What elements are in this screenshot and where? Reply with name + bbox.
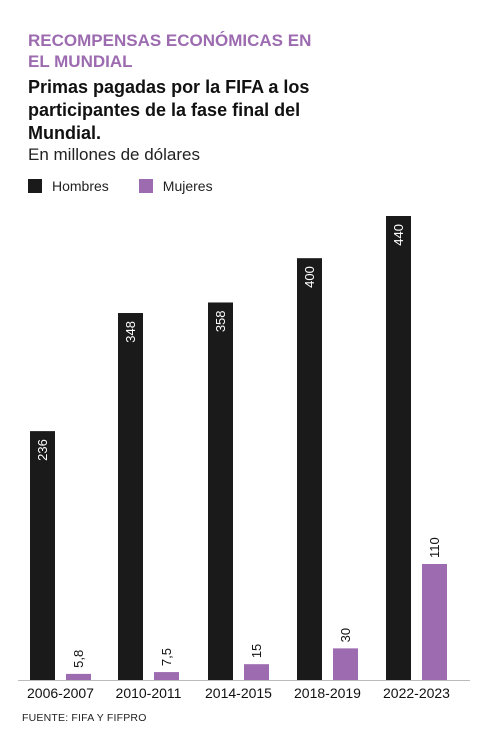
chart-legend: Hombres Mujeres — [28, 178, 243, 194]
data-label-women-2022-2023: 110 — [427, 537, 442, 558]
chart-kicker: RECOMPENSAS ECONÓMICAS EN EL MUNDIAL — [28, 31, 312, 71]
chart-subtitle: En millones de dólares — [28, 145, 200, 164]
x-tick-label-2014-2015: 2014-2015 — [205, 685, 272, 701]
source-note: FUENTE: FIFA Y FIFPRO — [22, 712, 147, 724]
data-label-women-2018-2019: 30 — [338, 628, 353, 642]
data-label-men-2010-2011: 348 — [123, 321, 138, 343]
x-tick-label-2022-2023: 2022-2023 — [383, 685, 450, 701]
data-label-men-2018-2019: 400 — [302, 266, 317, 288]
data-label-men-2022-2023: 440 — [391, 224, 406, 246]
bar-men-2018-2019 — [297, 258, 322, 680]
bar-men-2006-2007 — [30, 431, 55, 680]
data-label-men-2006-2007: 236 — [35, 439, 50, 461]
data-label-women-2010-2011: 7,5 — [159, 648, 174, 666]
bar-women-2022-2023 — [422, 564, 447, 680]
bar-men-2022-2023 — [386, 216, 411, 680]
legend-item-women: Mujeres — [138, 178, 213, 194]
legend-label-men: Hombres — [52, 178, 109, 194]
bar-women-2014-2015 — [244, 664, 269, 680]
bar-men-2010-2011 — [118, 313, 143, 680]
bar-women-2018-2019 — [333, 648, 358, 680]
data-label-women-2014-2015: 15 — [249, 644, 264, 658]
chart-title: Primas pagadas por la FIFA a los partici… — [28, 77, 310, 143]
x-tick-label-2010-2011: 2010-2011 — [116, 685, 182, 701]
data-label-men-2014-2015: 358 — [213, 310, 228, 332]
legend-swatch-men — [28, 179, 42, 193]
bar-women-2010-2011 — [154, 672, 179, 680]
x-tick-label-2018-2019: 2018-2019 — [294, 685, 361, 701]
x-tick-label-2006-2007: 2006-2007 — [27, 685, 94, 701]
data-label-women-2006-2007: 5,8 — [71, 650, 86, 668]
legend-label-women: Mujeres — [162, 178, 213, 194]
bar-men-2014-2015 — [208, 302, 233, 680]
bar-women-2006-2007 — [66, 673, 91, 680]
legend-swatch-women — [138, 179, 153, 193]
legend-item-men: Hombres — [28, 178, 109, 194]
